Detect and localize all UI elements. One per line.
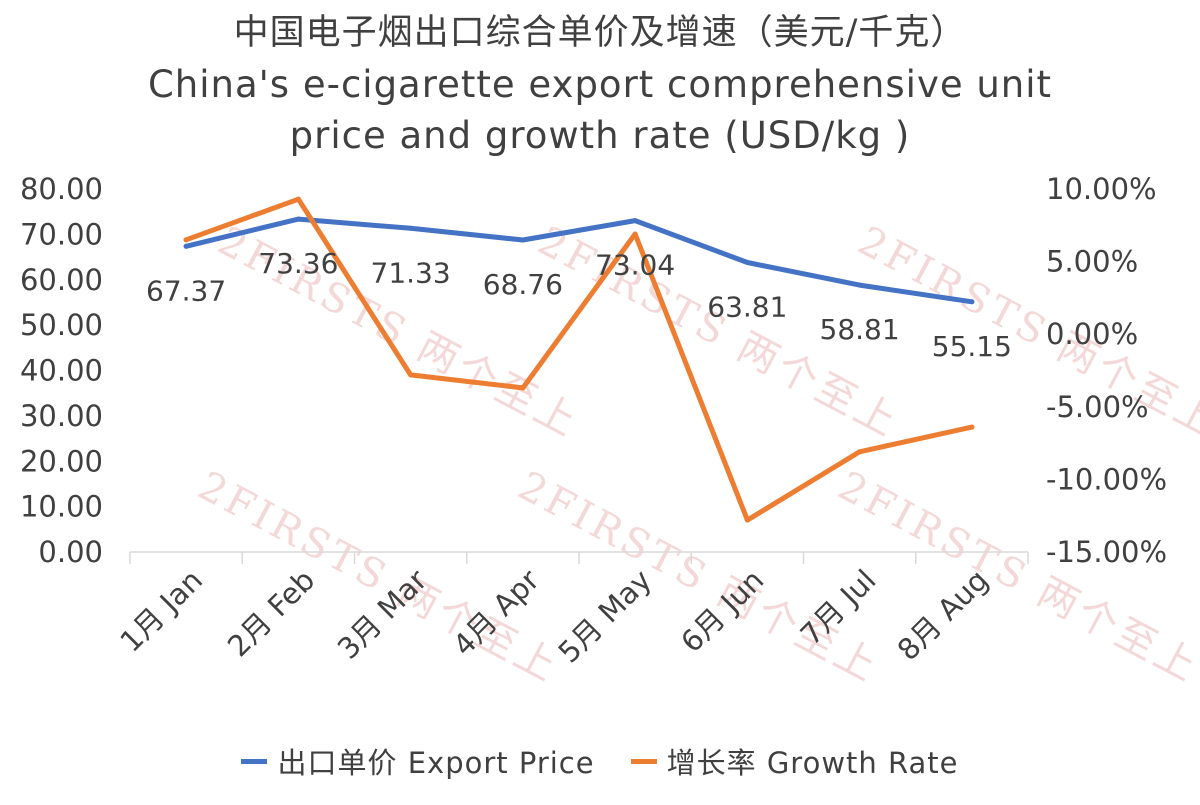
point-growth-rate bbox=[969, 424, 975, 430]
chart-plot: 0.00 10.00 20.00 30.00 40.00 50.00 60.00 70.00 8… bbox=[20, 172, 1167, 670]
x-category-label: 8月 Aug bbox=[891, 563, 995, 667]
point-export-price bbox=[857, 282, 863, 288]
legend-swatch-growth-rate bbox=[630, 758, 657, 764]
point-export-price bbox=[520, 237, 526, 243]
data-label-export-price: 67.37 bbox=[146, 274, 226, 307]
x-category-label: 5月 May bbox=[552, 563, 659, 670]
data-label-export-price: 63.81 bbox=[707, 290, 787, 323]
x-category-label: 7月 Jul bbox=[794, 563, 883, 652]
data-label-export-price: 73.36 bbox=[258, 247, 338, 280]
y-left-tick-label: 70.00 bbox=[20, 217, 103, 251]
point-export-price bbox=[744, 259, 750, 265]
legend-item-growth-rate: 增长率 Growth Rate bbox=[630, 740, 959, 782]
y-right-tick-label: 10.00% bbox=[1046, 172, 1157, 206]
legend-label-growth-rate: 增长率 Growth Rate bbox=[666, 746, 959, 780]
y-left-tick-label: 40.00 bbox=[20, 354, 103, 388]
legend-label-export-price: 出口单价 Export Price bbox=[277, 746, 595, 780]
x-category-label: 6月 Jun bbox=[674, 563, 770, 659]
title-english-line1: China's e-cigarette export comprehensive… bbox=[147, 63, 1053, 106]
y-left-tick-label: 50.00 bbox=[20, 308, 103, 342]
data-label-export-price: 73.04 bbox=[595, 249, 675, 282]
point-growth-rate bbox=[295, 196, 301, 202]
x-category-label: 4月 Apr bbox=[446, 563, 546, 663]
title-english-line2: price and growth rate (USD/kg ) bbox=[289, 114, 911, 157]
point-growth-rate bbox=[744, 517, 750, 523]
legend-swatch-export-price bbox=[241, 758, 268, 764]
y-left-tick-label: 20.00 bbox=[20, 444, 103, 478]
y-right-tick-label: -15.00% bbox=[1046, 535, 1167, 569]
y-right-tick-label: 5.00% bbox=[1046, 245, 1138, 279]
y-left-tick-label: 10.00 bbox=[20, 490, 103, 524]
point-growth-rate bbox=[183, 237, 189, 243]
point-export-price bbox=[408, 225, 414, 231]
point-growth-rate bbox=[632, 231, 638, 237]
y-right-tick-label: 0.00% bbox=[1046, 317, 1138, 351]
data-label-export-price: 58.81 bbox=[820, 313, 900, 346]
x-category-label: 1月 Jan bbox=[113, 563, 209, 659]
point-growth-rate bbox=[857, 449, 863, 455]
point-export-price bbox=[969, 299, 975, 305]
x-category-label: 2月 Feb bbox=[221, 563, 321, 663]
legend-item-export-price: 出口单价 Export Price bbox=[241, 740, 594, 782]
point-export-price bbox=[183, 243, 189, 249]
data-label-export-price: 55.15 bbox=[932, 330, 1012, 363]
point-export-price bbox=[295, 216, 301, 222]
x-category-label: 3月 Mar bbox=[331, 563, 434, 666]
y-left-tick-label: 0.00 bbox=[38, 535, 103, 569]
title-chinese: 中国电子烟出口综合单价及增速（美元/千克） bbox=[233, 13, 967, 53]
series-line-growth-rate bbox=[183, 196, 975, 523]
data-label-export-price: 71.33 bbox=[371, 256, 451, 289]
point-export-price bbox=[632, 218, 638, 224]
chart-legend: 出口单价 Export Price 增长率 Growth Rate bbox=[0, 740, 1200, 782]
chart-title: 中国电子烟出口综合单价及增速（美元/千克） China's e-cigarett… bbox=[0, 8, 1200, 161]
y-left-tick-label: 80.00 bbox=[20, 172, 103, 206]
point-growth-rate bbox=[408, 372, 414, 378]
y-left-tick-label: 60.00 bbox=[20, 263, 103, 297]
data-label-export-price: 68.76 bbox=[483, 268, 563, 301]
series-line-export-price bbox=[183, 216, 975, 305]
point-growth-rate bbox=[520, 385, 526, 391]
y-left-tick-label: 30.00 bbox=[20, 399, 103, 433]
y-right-tick-label: -10.00% bbox=[1046, 462, 1167, 496]
y-right-tick-label: -5.00% bbox=[1046, 390, 1149, 424]
